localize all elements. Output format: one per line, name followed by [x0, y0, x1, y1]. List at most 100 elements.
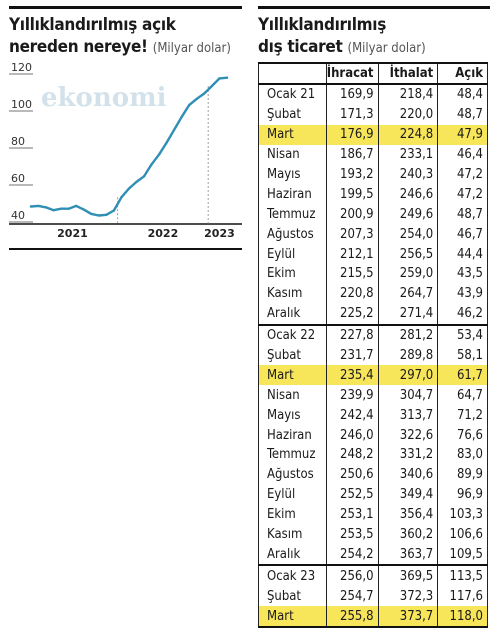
exports-cell: 225,2 [325, 303, 379, 325]
data-point [188, 103, 191, 107]
y-tick-label: 120 [11, 62, 32, 74]
deficit-cell: 106,6 [437, 524, 488, 545]
exports-cell: 227,8 [325, 323, 379, 346]
table-row: Eylül 212,1 256,5 44,4 [259, 244, 488, 265]
month-cell: Ocak 21 [267, 87, 316, 103]
top-rule [9, 6, 242, 9]
x-tick-label: 2023 [204, 227, 235, 240]
table-row: Ocak 22 227,8 281,2 53,4 [258, 323, 488, 346]
imports-cell: 363,7 [377, 544, 438, 566]
imports-cell: 254,0 [377, 224, 438, 245]
table-unit: (Milyar dolar) [347, 41, 426, 56]
data-point [218, 77, 221, 80]
data-point [112, 209, 116, 212]
deficit-cell: 109,5 [437, 544, 488, 566]
month-cell: Aralık [267, 546, 301, 562]
table-row: Haziran 199,5 246,6 47,2 [259, 184, 488, 205]
imports-cell: 218,4 [377, 84, 438, 105]
data-point [120, 196, 123, 199]
deficit-cell: 48,7 [437, 104, 488, 125]
month-cell: Haziran [267, 427, 312, 443]
deficit-cell: 118,0 [437, 606, 488, 628]
data-point [225, 76, 229, 79]
table-row: Mayıs 242,4 313,7 71,2 [259, 405, 488, 426]
exports-cell: 220,8 [325, 283, 379, 304]
deficit-cell: 83,0 [437, 445, 488, 465]
deficit-cell: 43,5 [437, 264, 488, 284]
exports-cell: 212,1 [325, 244, 379, 265]
exports-cell: 186,7 [325, 144, 379, 165]
table-row: Şubat 231,7 289,8 58,1 [259, 345, 488, 366]
data-point [165, 141, 168, 144]
table-row: Nisan 239,9 304,7 64,7 [259, 385, 488, 406]
chart-unit: (Milyar dolar) [152, 41, 231, 56]
deficit-cell: 48,4 [437, 84, 488, 105]
data-point [82, 208, 85, 211]
month-cell: Ağustos [267, 467, 314, 483]
deficit-cell: 47,2 [437, 164, 488, 185]
exports-cell: 255,8 [325, 606, 379, 628]
y-tick-label: 40 [11, 209, 25, 222]
month-cell: Temmuz [267, 447, 316, 463]
imports-cell: 304,7 [377, 385, 438, 406]
imports-cell: 240,3 [377, 164, 438, 185]
exports-cell: 207,3 [325, 224, 379, 245]
data-point [210, 84, 214, 88]
table-row: Kasım 253,5 360,2 106,6 [259, 524, 488, 545]
month-cell: Şubat [267, 348, 302, 364]
exports-cell: 200,9 [325, 204, 379, 225]
table-row: Şubat 171,3 220,0 48,7 [259, 104, 488, 125]
month-cell: Mayıs [267, 167, 301, 182]
table-title: Yıllıklandırılmış dış ticaret (Milyar do… [258, 14, 490, 60]
month-cell: Aralık [267, 306, 301, 322]
deficit-cell: 71,2 [437, 405, 488, 426]
imports-cell: 360,2 [377, 524, 438, 545]
y-tick-label: 80 [11, 135, 25, 148]
data-point [203, 92, 206, 95]
deficit-cell: 117,6 [437, 586, 488, 607]
imports-cell: 356,4 [377, 504, 438, 525]
data-point [142, 175, 146, 178]
table-row: Ağustos 250,6 340,6 89,9 [259, 464, 488, 485]
data-point [29, 205, 33, 208]
exports-cell: 176,9 [325, 124, 379, 145]
data-point [157, 153, 161, 156]
header-exports: İhracat [325, 63, 379, 85]
deficit-cell: 44,4 [437, 244, 488, 265]
month-cell: Nisan [267, 147, 300, 163]
deficit-cell: 64,7 [437, 385, 488, 406]
month-cell: Ekim [267, 507, 296, 523]
exports-cell: 242,4 [325, 405, 379, 426]
table-row: Eylül 252,5 349,4 96,9 [259, 484, 488, 505]
month-cell: Kasım [267, 286, 303, 302]
exports-cell: 231,7 [325, 345, 379, 366]
deficit-cell: 43,9 [437, 283, 488, 304]
month-cell: Ocak 22 [258, 323, 327, 346]
deficit-cell: 46,2 [437, 303, 488, 325]
table-row: Ekim 253,1 356,4 103,3 [259, 504, 488, 525]
table-row: Mart 255,8 373,7 118,0 [258, 606, 488, 628]
table-row: Kasım 220,8 264,7 43,9 [259, 283, 488, 304]
imports-cell: 224,8 [377, 124, 438, 145]
deficit-cell: 58,1 [437, 345, 488, 366]
data-point [195, 97, 199, 100]
deficit-cell: 113,5 [437, 564, 488, 587]
deficit-cell: 47,2 [437, 184, 488, 205]
data-point [37, 204, 40, 208]
chart-area: 40 60 80 100 120 2021 2022 2023 ekonomi [9, 61, 242, 250]
exports-cell: 169,9 [325, 84, 379, 105]
data-point [150, 163, 153, 166]
exports-cell: 248,2 [325, 445, 379, 465]
month-cell: Kasım [267, 527, 303, 543]
exports-cell: 254,7 [325, 586, 379, 607]
deficit-line-chart: 40 60 80 100 120 2021 2022 2023 ekonomi [9, 61, 242, 240]
x-tick-label: 2022 [148, 227, 179, 240]
month-cell: Şubat [267, 107, 302, 123]
imports-cell: 220,0 [377, 104, 438, 125]
table-row: Mart 235,4 297,0 61,7 [258, 365, 488, 386]
table-row: Ekim 215,5 259,0 43,5 [259, 264, 488, 284]
exports-cell: 253,1 [325, 504, 379, 525]
table-row: Ocak 21 169,9 218,4 48,4 [259, 84, 488, 105]
header-month [258, 63, 327, 85]
bottom-rule [9, 248, 242, 250]
